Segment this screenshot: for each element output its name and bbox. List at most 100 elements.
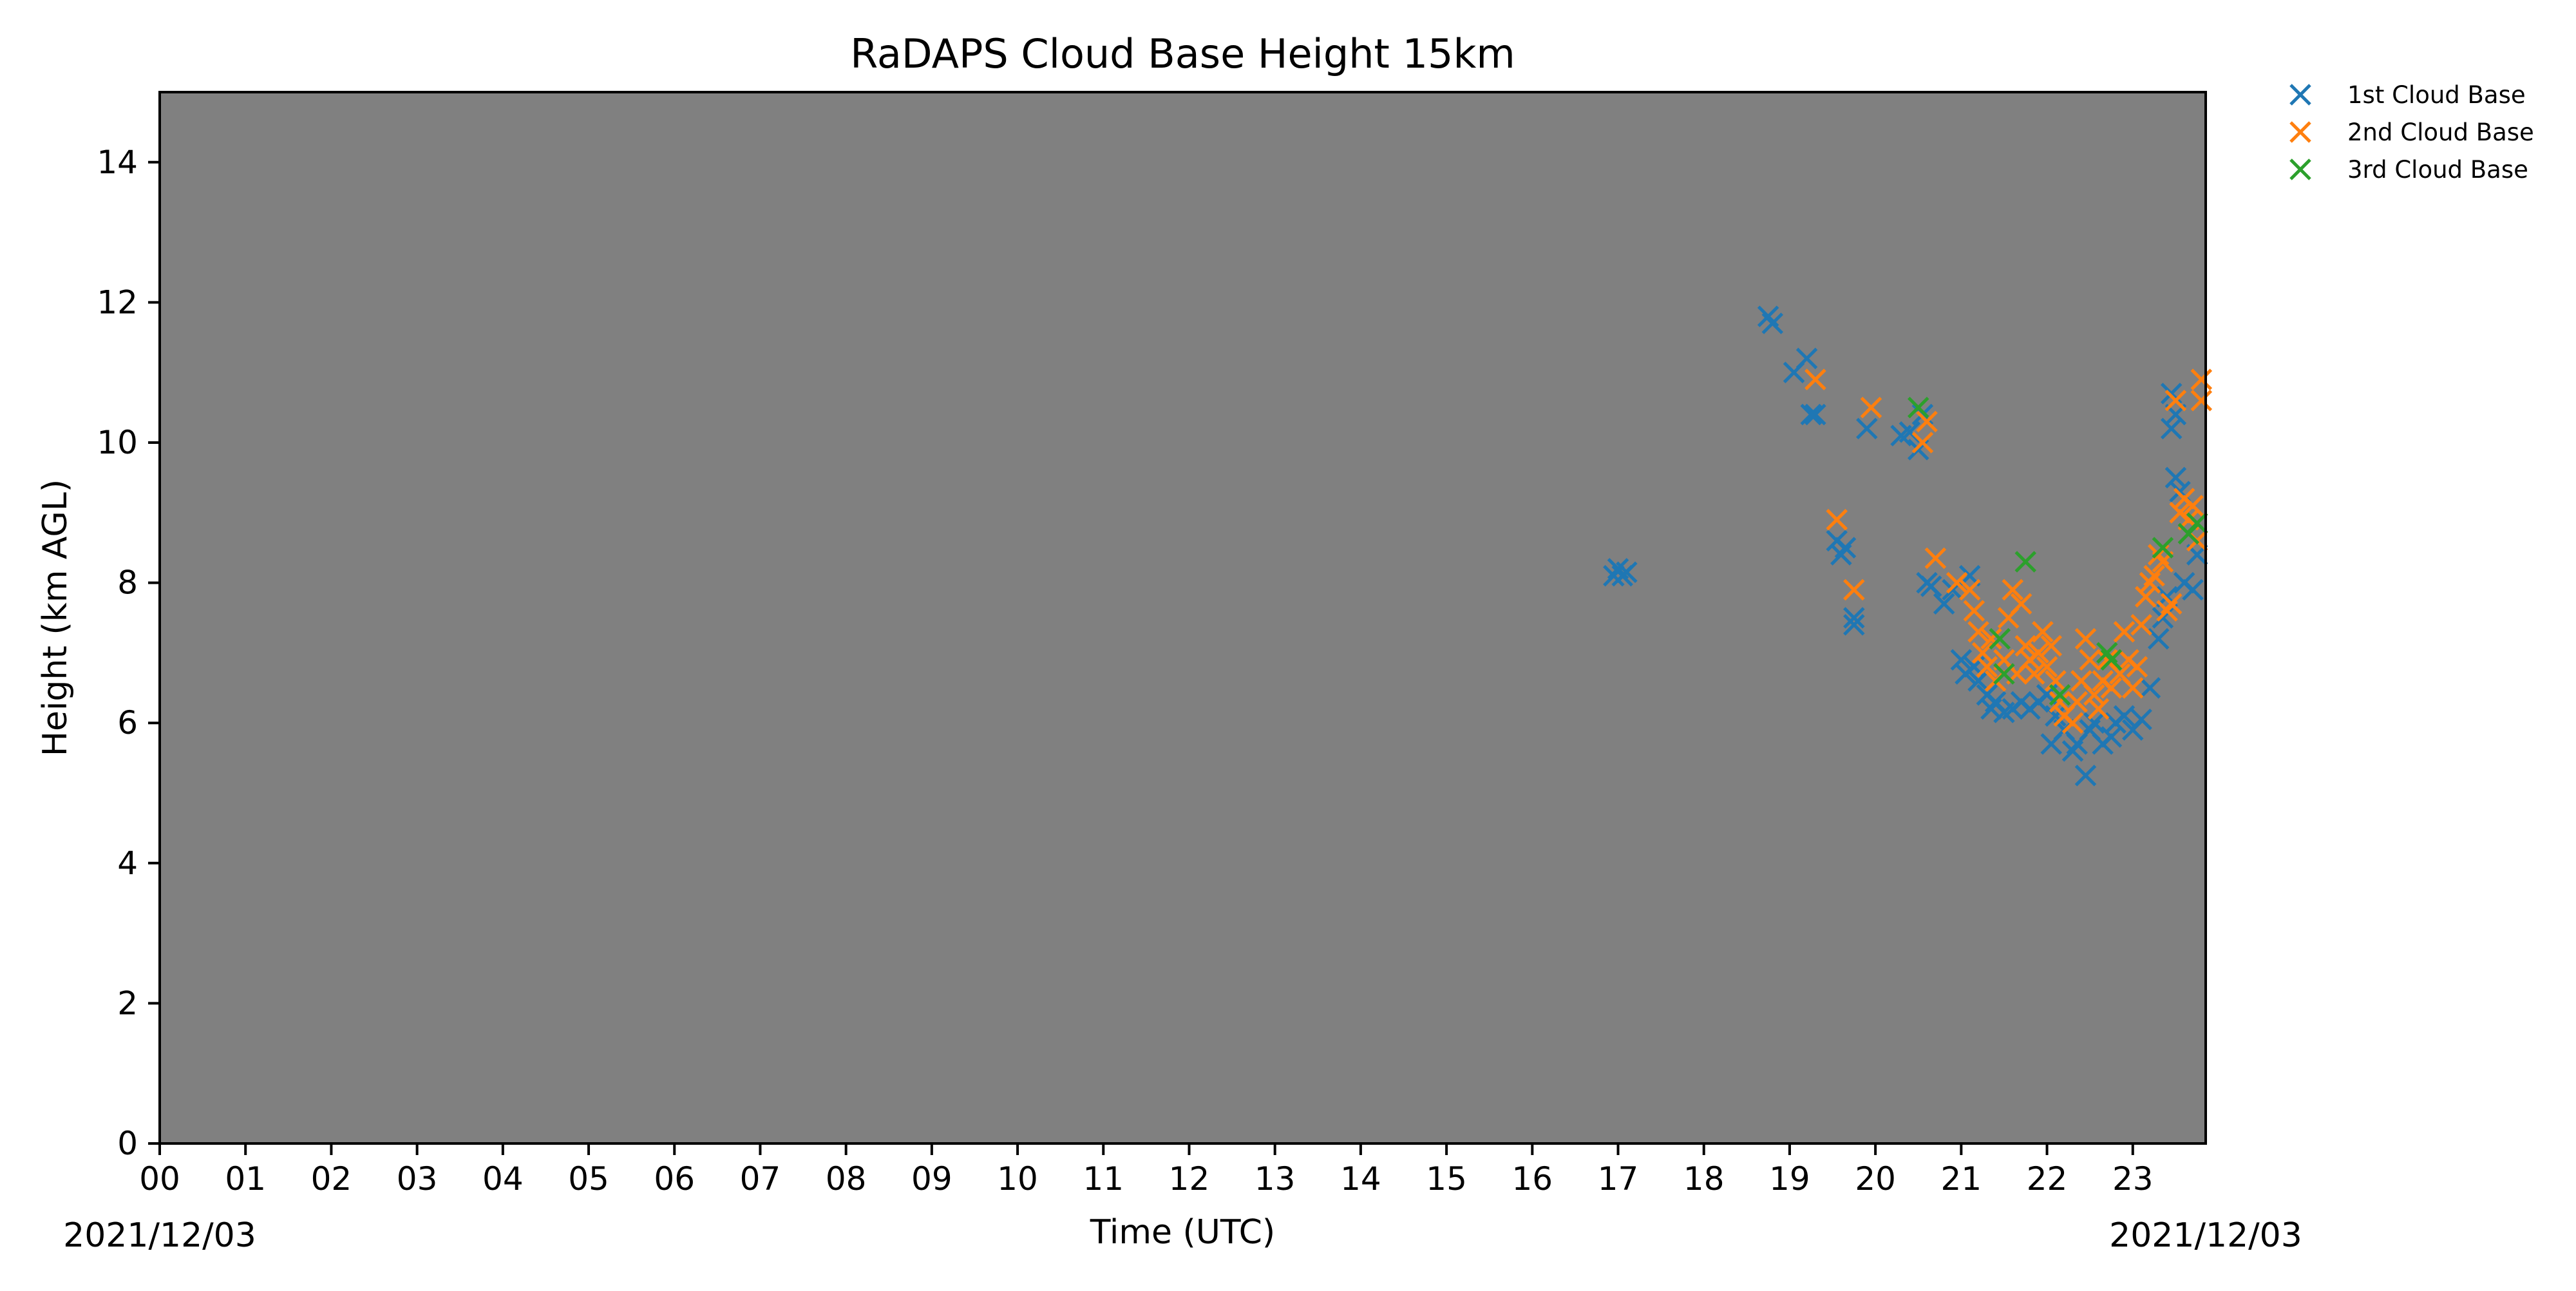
data-point bbox=[2100, 649, 2123, 671]
date-end-label: 2021/12/03 bbox=[2109, 1216, 2302, 1255]
x-tick-label: 01 bbox=[225, 1160, 266, 1198]
data-point bbox=[2160, 417, 2183, 440]
legend-marker bbox=[2289, 158, 2311, 180]
data-point bbox=[2134, 586, 2157, 608]
data-point bbox=[1834, 537, 1857, 559]
data-point bbox=[2010, 593, 2032, 615]
plot-frame bbox=[158, 91, 2207, 1145]
data-point bbox=[1856, 417, 1878, 440]
data-point bbox=[1843, 579, 1865, 601]
data-point bbox=[1800, 403, 1823, 426]
x-tick-label: 20 bbox=[1855, 1160, 1896, 1198]
x-tick-label: 11 bbox=[1083, 1160, 1124, 1198]
data-point bbox=[2079, 649, 2101, 671]
data-point bbox=[1804, 403, 1826, 426]
data-point bbox=[2014, 635, 2037, 657]
legend-label: 2nd Cloud Base bbox=[2347, 119, 2534, 146]
data-point bbox=[2182, 495, 2204, 517]
y-tick-label: 8 bbox=[117, 564, 138, 602]
legend-label: 1st Cloud Base bbox=[2347, 81, 2526, 109]
data-point bbox=[2182, 579, 2204, 601]
data-point bbox=[2190, 389, 2213, 412]
data-point bbox=[2186, 512, 2208, 534]
data-point bbox=[1950, 649, 1973, 671]
x-axis-label: Time (UTC) bbox=[1090, 1213, 1275, 1252]
y-tick-label: 14 bbox=[97, 144, 138, 181]
y-tick-label: 0 bbox=[117, 1125, 138, 1162]
x-tick-label: 14 bbox=[1340, 1160, 1381, 1198]
data-point bbox=[1899, 421, 1921, 443]
data-point bbox=[1907, 396, 1929, 419]
data-point bbox=[2147, 627, 2170, 650]
data-point bbox=[1804, 368, 1826, 390]
legend-marker bbox=[2289, 84, 2311, 106]
data-point bbox=[2023, 663, 2045, 685]
data-point bbox=[2045, 670, 2067, 692]
data-point bbox=[1911, 432, 1934, 454]
x-tick-label: 00 bbox=[139, 1160, 180, 1198]
x-tick-label: 04 bbox=[482, 1160, 524, 1198]
x-tick-label: 22 bbox=[2027, 1160, 2068, 1198]
x-tick-label: 15 bbox=[1426, 1160, 1467, 1198]
data-point bbox=[1920, 575, 1942, 597]
x-tick-label: 06 bbox=[654, 1160, 695, 1198]
y-tick-label: 4 bbox=[117, 845, 138, 882]
x-tick-label: 17 bbox=[1598, 1160, 1639, 1198]
data-point bbox=[2083, 684, 2105, 706]
data-point bbox=[1933, 593, 1955, 615]
data-point bbox=[1924, 547, 1947, 569]
data-point bbox=[1946, 571, 1968, 594]
legend: 1st Cloud Base 2nd Cloud Base 3rd Cloud Ba… bbox=[2289, 81, 2534, 184]
data-point bbox=[2130, 708, 2152, 731]
x-tick-label: 10 bbox=[997, 1160, 1038, 1198]
data-point bbox=[1860, 396, 1882, 419]
data-point bbox=[2049, 691, 2071, 713]
data-point bbox=[2002, 579, 2024, 601]
x-tick-label: 09 bbox=[911, 1160, 952, 1198]
data-point bbox=[1971, 642, 1994, 664]
x-tick-label: 13 bbox=[1255, 1160, 1296, 1198]
x-tick-label: 23 bbox=[2112, 1160, 2154, 1198]
x-tick-label: 21 bbox=[1941, 1160, 1982, 1198]
x-tick-label: 08 bbox=[826, 1160, 867, 1198]
data-point bbox=[2122, 677, 2144, 699]
data-point bbox=[2143, 564, 2165, 587]
y-tick-label: 2 bbox=[117, 984, 138, 1022]
data-point bbox=[1958, 579, 1981, 601]
x-tick-label: 03 bbox=[397, 1160, 438, 1198]
data-point bbox=[2061, 712, 2084, 734]
chart-title: RaDAPS Cloud Base Height 15km bbox=[850, 30, 1515, 77]
data-point bbox=[1989, 627, 2011, 650]
data-point bbox=[2126, 656, 2148, 678]
data-point bbox=[1967, 620, 1989, 643]
data-point bbox=[2087, 698, 2110, 720]
series-3 bbox=[1907, 396, 2208, 706]
data-point bbox=[2074, 765, 2097, 787]
x-tick-label: 05 bbox=[568, 1160, 609, 1198]
legend-marker bbox=[2289, 121, 2311, 143]
data-point bbox=[1963, 600, 1985, 622]
legend-label: 3rd Cloud Base bbox=[2347, 156, 2528, 184]
data-point bbox=[2160, 593, 2183, 615]
data-point bbox=[2066, 691, 2088, 713]
data-point bbox=[1967, 670, 1989, 692]
data-point bbox=[2045, 705, 2067, 727]
data-point bbox=[2190, 368, 2213, 390]
data-point bbox=[2040, 635, 2062, 657]
data-point bbox=[1761, 312, 1784, 334]
data-point bbox=[2036, 656, 2058, 678]
data-point bbox=[1826, 508, 1848, 531]
data-point bbox=[2164, 466, 2187, 489]
data-point bbox=[1843, 614, 1865, 636]
data-point bbox=[2032, 620, 2054, 643]
data-point bbox=[1980, 627, 2002, 650]
data-point bbox=[2074, 627, 2097, 650]
data-point bbox=[1616, 561, 1638, 584]
data-point bbox=[1976, 656, 1998, 678]
data-point bbox=[1843, 607, 1865, 629]
x-tick-label: 02 bbox=[311, 1160, 352, 1198]
date-start-label: 2021/12/03 bbox=[63, 1216, 256, 1255]
x-tick-label: 07 bbox=[740, 1160, 781, 1198]
